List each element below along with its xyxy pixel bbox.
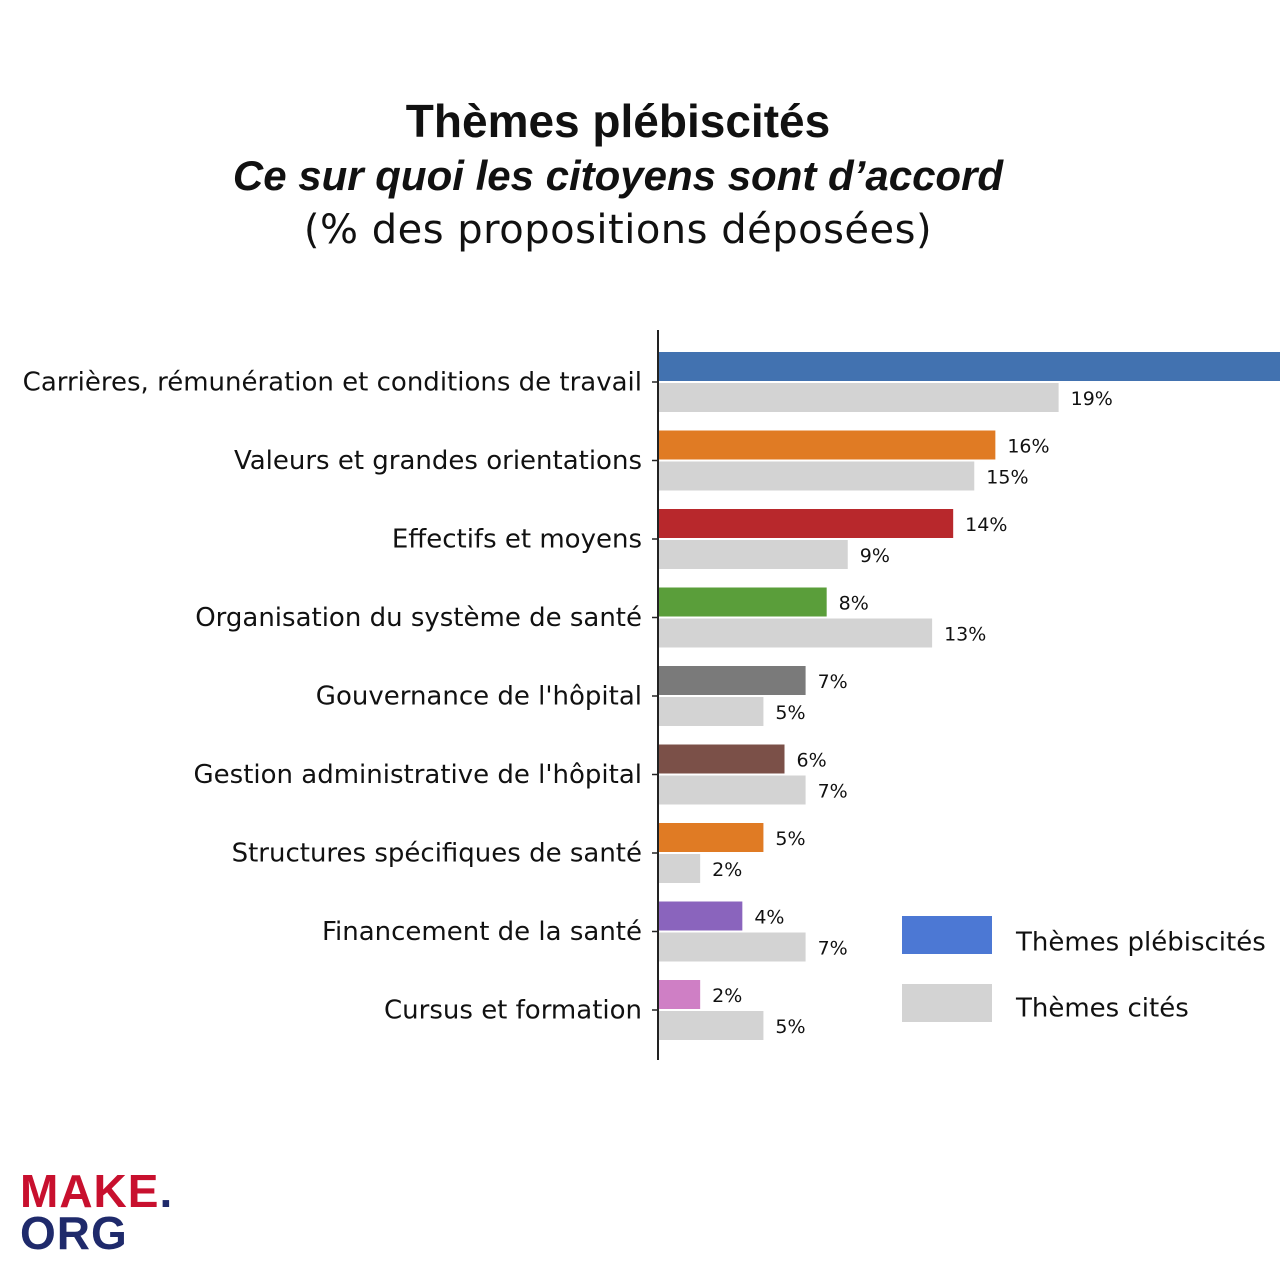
- bar-cites: [658, 1011, 764, 1040]
- bar-cites: [658, 775, 806, 805]
- bar-plebiscites: [658, 666, 806, 695]
- category-label: Gestion administrative de l'hôpital: [194, 760, 642, 790]
- bar-plebiscites: [658, 352, 1280, 381]
- bar-cites: [658, 854, 701, 883]
- legend-swatch-plebiscites: [902, 916, 992, 954]
- bar-plebiscites: [658, 430, 996, 460]
- value-label-cites: 19%: [1071, 388, 1113, 410]
- value-label-cites: 5%: [775, 702, 805, 724]
- make-org-logo: MAKE. ORG: [20, 1168, 173, 1259]
- bar-cites: [658, 697, 764, 726]
- bar-plebiscites: [658, 587, 827, 617]
- category-label: Carrières, rémunération et conditions de…: [23, 368, 642, 398]
- value-label-plebiscites: 2%: [712, 985, 742, 1007]
- bar-cites: [658, 383, 1059, 412]
- legend-label-cites: Thèmes cités: [1015, 994, 1189, 1024]
- value-label-cites: 5%: [775, 1016, 805, 1038]
- bar-cites: [658, 461, 975, 491]
- value-label-cites: 7%: [818, 938, 848, 960]
- chart-header: Thèmes plébiscités Ce sur quoi les citoy…: [0, 92, 1236, 258]
- value-label-plebiscites: 8%: [839, 593, 869, 615]
- value-label-plebiscites: 6%: [797, 750, 827, 772]
- bar-cites: [658, 618, 933, 648]
- value-label-cites: 2%: [712, 859, 742, 881]
- legend-label-plebiscites: Thèmes plébiscités: [1015, 928, 1266, 958]
- chart-title: Thèmes plébiscités: [405, 95, 831, 147]
- category-label: Effectifs et moyens: [392, 525, 642, 555]
- value-label-plebiscites: 16%: [1007, 436, 1049, 458]
- value-label-cites: 13%: [944, 624, 986, 646]
- bar-cites: [658, 540, 848, 569]
- category-label: Organisation du système de santé: [195, 603, 642, 633]
- value-label-plebiscites: 14%: [965, 514, 1007, 536]
- category-label: Gouvernance de l'hôpital: [316, 682, 642, 712]
- logo-dot: .: [159, 1165, 174, 1217]
- bar-plebiscites: [658, 823, 764, 852]
- bar-cites: [658, 932, 806, 962]
- value-label-plebiscites: 4%: [754, 907, 784, 929]
- category-label: Structures spécifiques de santé: [232, 839, 642, 869]
- value-label-cites: 15%: [986, 467, 1028, 489]
- logo-line1: MAKE: [20, 1165, 160, 1217]
- bar-plebiscites: [658, 509, 954, 538]
- category-label: Valeurs et grandes orientations: [234, 446, 642, 476]
- chart-subtitle: Ce sur quoi les citoyens sont d’accord: [232, 152, 1004, 199]
- legend-swatch-cites: [902, 984, 992, 1022]
- category-label: Cursus et formation: [384, 996, 642, 1026]
- category-label: Financement de la santé: [322, 917, 642, 947]
- bar-plebiscites: [658, 901, 743, 931]
- bar-plebiscites: [658, 980, 701, 1009]
- value-label-plebiscites: 5%: [775, 828, 805, 850]
- value-label-cites: 7%: [818, 781, 848, 803]
- logo-line2: ORG: [20, 1207, 128, 1259]
- chart-unit-note: (% des propositions déposées): [303, 207, 933, 253]
- value-label-plebiscites: 7%: [818, 671, 848, 693]
- bar-plebiscites: [658, 744, 785, 774]
- value-label-cites: 9%: [860, 545, 890, 567]
